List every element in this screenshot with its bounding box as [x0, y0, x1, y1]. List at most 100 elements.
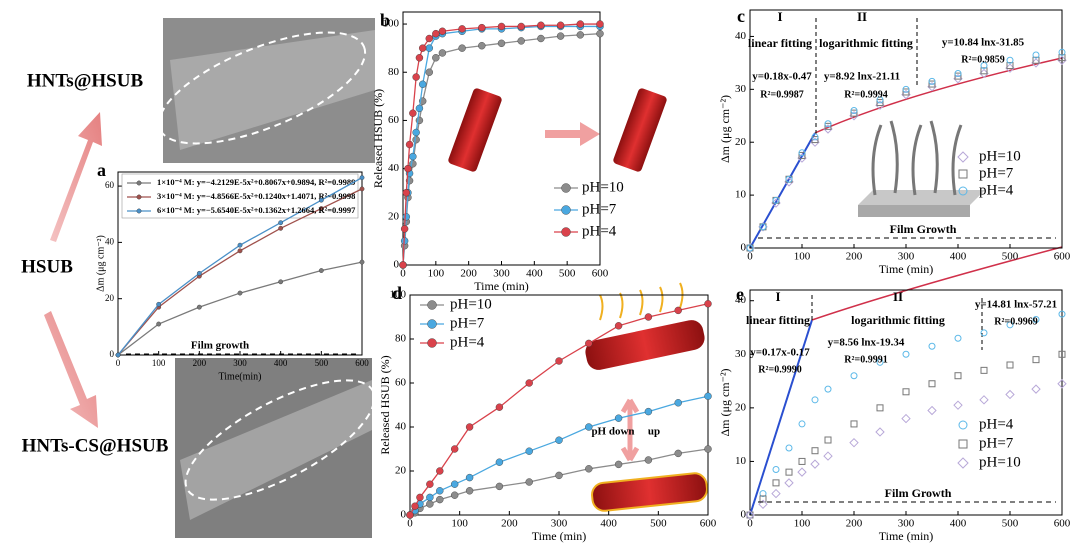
marker [432, 29, 440, 38]
x-tick-label: 600 [1054, 518, 1071, 530]
marker [585, 423, 593, 431]
legend-label: pH=10 [450, 296, 492, 312]
x-tick-label: 0 [116, 358, 121, 368]
marker [458, 25, 466, 33]
marker [928, 342, 936, 350]
y-tick-label: 20 [395, 465, 407, 477]
marker [409, 152, 417, 161]
marker [704, 392, 712, 400]
annotation: I [775, 289, 780, 304]
marker [411, 502, 419, 510]
y-tick-label: 80 [395, 333, 407, 345]
marker [644, 456, 653, 464]
marker [1058, 54, 1066, 62]
marker [556, 32, 565, 40]
annotation: Film growth [191, 340, 249, 352]
marker [406, 511, 414, 519]
x-tick-label: 400 [526, 268, 543, 280]
x-tick-label: 100 [794, 518, 811, 530]
x-tick-label: 200 [846, 251, 863, 263]
label-top: HNTs@HSUB [27, 70, 144, 91]
y-tick-label: 0 [741, 509, 747, 521]
y-tick-label: 60 [395, 377, 407, 389]
marker [957, 151, 969, 163]
marker [585, 339, 593, 348]
x-tick-label: 400 [950, 518, 967, 530]
marker [278, 220, 284, 226]
brush-illustration-c [858, 120, 985, 217]
marker [409, 109, 417, 117]
marker [427, 300, 437, 310]
tube-illustration-d [585, 282, 708, 512]
marker [928, 77, 936, 85]
legend-label: pH=7 [582, 201, 617, 217]
marker [359, 175, 365, 181]
marker [555, 357, 563, 365]
annotation: y=0.18x-0.47 [752, 71, 812, 83]
marker [495, 482, 504, 491]
marker [596, 29, 604, 38]
marker [318, 197, 324, 203]
marker [850, 372, 858, 380]
marker [525, 478, 533, 486]
annotation: logarithmic fitting [851, 313, 945, 327]
marker [785, 444, 793, 452]
marker [772, 479, 780, 487]
x-tick-label: 100 [451, 518, 468, 530]
marker [979, 395, 989, 405]
marker [644, 407, 653, 416]
marker [596, 20, 604, 28]
marker [810, 459, 820, 469]
marker [478, 23, 486, 32]
marker [1006, 62, 1014, 70]
marker [1006, 361, 1014, 369]
y-tick-label: 40 [735, 30, 747, 42]
x-tick-label: 500 [315, 358, 329, 368]
y-tick-label: 10 [735, 189, 747, 201]
marker [318, 206, 324, 212]
x-tick-label: 500 [1002, 518, 1019, 530]
annotation: R²=0.9859 [961, 54, 1004, 65]
marker [614, 460, 623, 469]
marker [823, 451, 833, 461]
marker [704, 445, 712, 453]
marker [1031, 384, 1041, 394]
x-axis-label: Time (min) [879, 262, 934, 276]
marker [237, 290, 243, 296]
marker [412, 73, 420, 81]
annotation: R²=0.9991 [844, 354, 887, 365]
marker [425, 68, 433, 76]
marker [772, 465, 780, 473]
marker [585, 465, 593, 473]
tube-illustration-b [448, 88, 667, 172]
y-tick-label: 0 [110, 349, 115, 359]
legend-label: pH=7 [979, 165, 1014, 181]
marker [278, 225, 284, 231]
annotation: R²=0.9987 [760, 89, 803, 100]
y-tick-label: 40 [735, 294, 747, 306]
marker [674, 306, 682, 315]
marker [555, 471, 563, 480]
x-tick-label: 300 [898, 251, 915, 263]
marker [958, 169, 968, 179]
marker [416, 493, 424, 502]
marker [614, 414, 623, 422]
legend-label: 3×10⁻⁴ M: y=−4.8566E-5x²+0.1240x+1.4071,… [157, 191, 355, 201]
sem-texture [180, 380, 372, 520]
marker [458, 44, 466, 52]
y-axis-label: Δm (μg cm⁻²) [718, 95, 732, 163]
x-tick-label: 0 [400, 268, 406, 280]
sem-ellipse [184, 379, 376, 501]
marker [436, 495, 444, 504]
marker [953, 400, 963, 410]
marker [927, 405, 937, 416]
marker [402, 213, 410, 221]
marker [427, 338, 437, 348]
panel-letter: c [737, 6, 745, 26]
marker [1058, 310, 1066, 318]
marker [1032, 56, 1040, 64]
x-axis-label: Time (min) [532, 529, 587, 543]
x-axis-label: Time(min) [219, 371, 262, 382]
marker [759, 223, 767, 231]
marker [811, 447, 819, 455]
